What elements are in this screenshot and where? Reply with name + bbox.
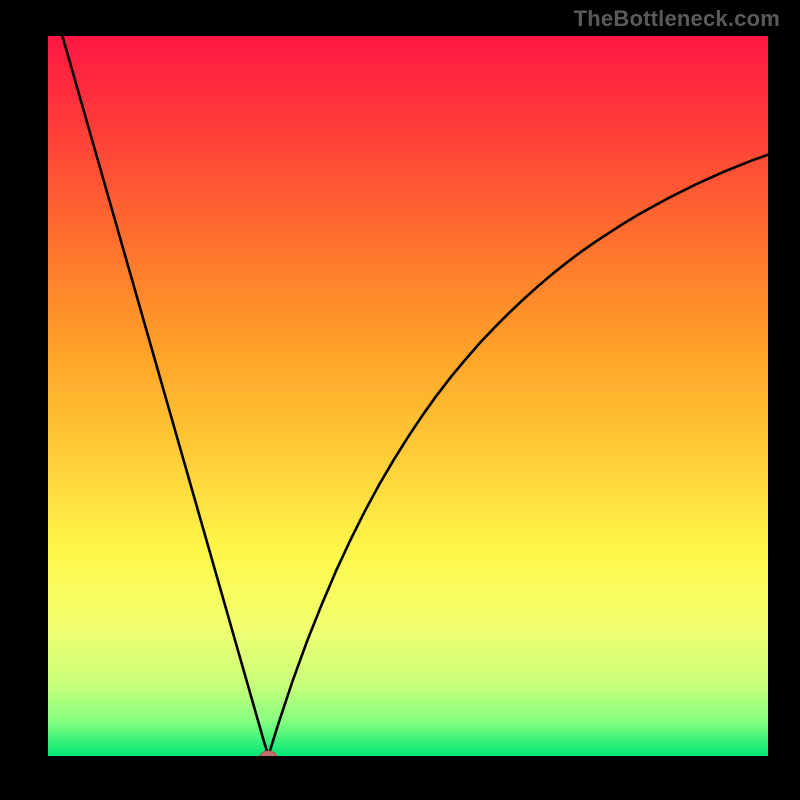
chart-container: TheBottleneck.com (0, 0, 800, 800)
watermark-text: TheBottleneck.com (574, 6, 780, 32)
plot-gradient-background (48, 36, 768, 756)
bottleneck-chart (0, 0, 800, 800)
